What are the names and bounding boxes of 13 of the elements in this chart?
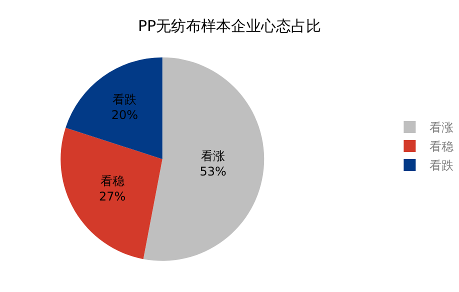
data-label: 20% [111, 108, 138, 122]
slice-label: 看稳 [100, 174, 124, 188]
slice-label: 看涨 [201, 149, 226, 164]
pie-slice [60, 128, 162, 260]
legend-label: 看稳 [430, 140, 454, 154]
slice-label: 看跌 [112, 92, 137, 106]
chart-title: PP无纺布样本企业心态占比 [138, 16, 322, 35]
pie-slice [143, 57, 264, 261]
legend-label: 看跌 [430, 158, 454, 173]
legend-label: 看涨 [430, 120, 454, 135]
pie-slice [66, 57, 162, 160]
data-label: 27% [98, 190, 126, 204]
data-label: 53% [200, 164, 226, 179]
